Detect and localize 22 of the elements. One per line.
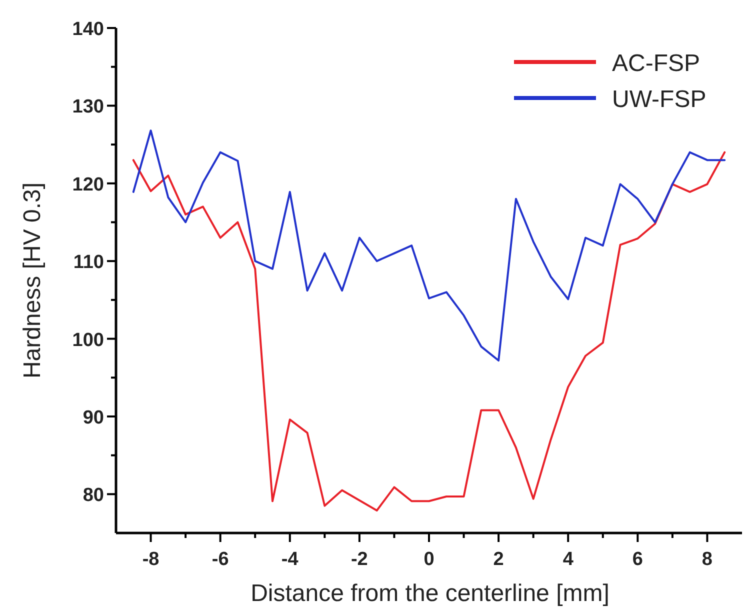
line-series xyxy=(132,151,726,512)
x-tick-label: 6 xyxy=(632,549,643,570)
y-tick-label: 130 xyxy=(72,96,104,118)
x-tick-label: -6 xyxy=(212,549,229,570)
line-series xyxy=(132,130,726,362)
x-axis-title: Distance from the centerline [mm] xyxy=(250,580,610,607)
y-tick-label: 100 xyxy=(72,330,104,351)
x-tick-label: -4 xyxy=(281,549,299,570)
x-tick-label: 2 xyxy=(493,549,504,570)
legend-label: UW-FSP xyxy=(612,86,706,113)
x-tick-label: 0 xyxy=(424,549,434,570)
y-tick-label: 80 xyxy=(82,485,104,506)
x-tick-label: -2 xyxy=(350,549,368,570)
y-tick-label: 110 xyxy=(73,252,104,274)
legend-label: AC-FSP xyxy=(612,50,700,77)
y-axis-title: Hardness [HV 0.3] xyxy=(19,182,46,379)
y-tick-label: 90 xyxy=(82,407,104,428)
y-tick-label: 140 xyxy=(72,19,104,40)
x-tick-label: 8 xyxy=(702,549,713,570)
y-tick-label: 120 xyxy=(72,174,104,196)
x-tick-label: 4 xyxy=(562,549,574,570)
x-tick-label: -8 xyxy=(142,549,160,570)
